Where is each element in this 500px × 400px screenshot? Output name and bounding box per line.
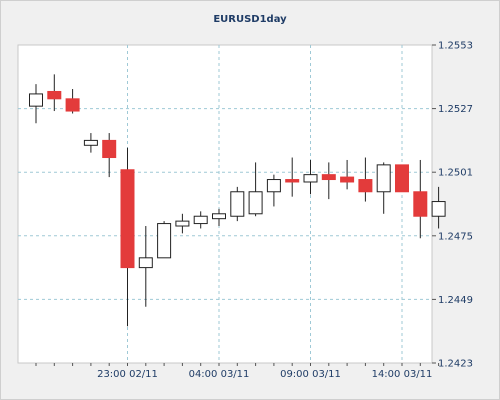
candle-body-up <box>248 191 263 215</box>
candle-body-down <box>340 176 355 183</box>
candle-body-up <box>83 139 98 146</box>
x-tick-label: 09:00 03/11 <box>280 369 341 380</box>
candle-body-up <box>193 215 208 225</box>
candle-body-up <box>29 93 43 107</box>
candle-body-up <box>175 220 190 227</box>
candle-body-up <box>230 191 245 217</box>
plot-area <box>17 44 433 364</box>
y-tick-label: 1.2449 <box>438 295 473 306</box>
candle-body-down <box>395 164 409 193</box>
chart-title: EURUSD1day <box>213 14 287 25</box>
candle-body-up <box>303 174 318 183</box>
y-tick-label: 1.2527 <box>438 104 473 115</box>
candle-body-up <box>266 179 281 193</box>
candle-body-down <box>285 179 300 183</box>
y-tick-label: 1.2475 <box>438 231 473 242</box>
x-tick-label: 14:00 03/11 <box>372 369 433 380</box>
y-tick-label: 1.2423 <box>438 359 473 370</box>
x-tick-label: 23:00 02/11 <box>97 369 158 380</box>
y-tick-label: 1.2553 <box>438 41 473 52</box>
x-tick-label: 04:00 03/11 <box>189 369 250 380</box>
y-tick-label: 1.2501 <box>438 168 473 179</box>
candle-body-down <box>47 90 62 100</box>
candle-body-down <box>321 174 336 181</box>
axes: 1.2553 1.2527 1.2501 1.2475 1.2449 1.2423 23:0… <box>35 41 473 380</box>
candle-body-up <box>157 223 172 259</box>
candle-body-down <box>65 98 80 112</box>
candle-body-up <box>138 257 153 269</box>
candle-body-down <box>120 169 135 269</box>
candles <box>29 74 446 327</box>
candle-body-up <box>431 201 446 217</box>
candle-body-up <box>376 164 391 193</box>
candle-body-down <box>413 191 428 217</box>
candle-body-down <box>102 139 117 159</box>
candle-body-down <box>358 179 373 193</box>
candle-body-up <box>212 213 226 220</box>
